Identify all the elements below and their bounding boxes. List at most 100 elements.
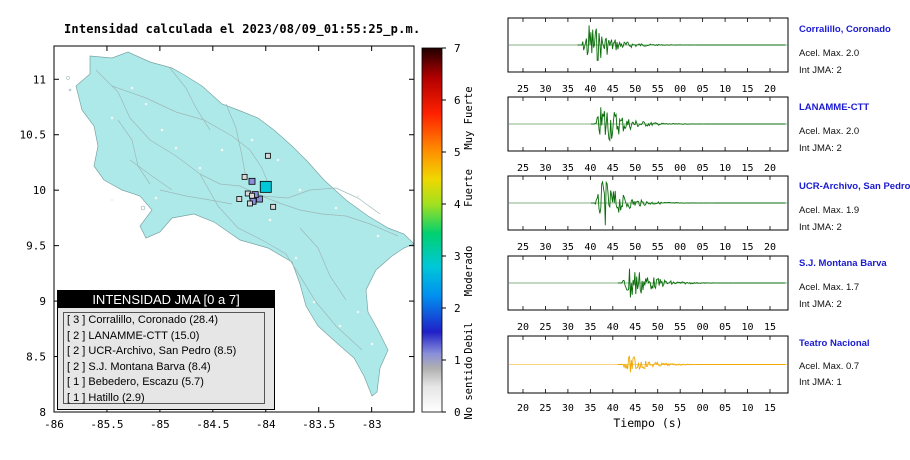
intensity-point [248,177,256,185]
x-tick-label: -85 [150,418,170,431]
map-frame [53,45,415,413]
station-name: LANAMME-CTT [799,102,870,113]
waveform-tick-label: 30 [539,163,551,174]
waveform-tick-label: 35 [562,84,574,95]
waveform-panel: 20 25 30 35 40 45 50 55 00 05 10 15 [507,335,789,414]
colorbar-tick-label: 1 [454,354,461,367]
map-islands [66,76,146,211]
station-jma: Int JMA: 2 [799,143,842,154]
legend-item: [ 1 ] Hatillo (2.9) [67,391,145,404]
colorbar-ticks: 7 6 5 4 3 2 1 0 [442,42,461,419]
waveform-tick-label: 25 [517,163,529,174]
waveform-tick-label: 10 [742,403,754,414]
colorbar-scale [421,47,443,413]
waveform-xlabel: Tiempo (s) [613,416,682,430]
waveform-tick-label: 45 [607,163,619,174]
station-jma: Int JMA: 2 [799,299,842,310]
x-tick-label: -86 [44,418,64,431]
waveform-trace [590,180,786,226]
waveform-tick-label: 05 [697,84,709,95]
colorbar-tick-label: 0 [454,406,461,419]
waveform-tick-label: 45 [607,242,619,253]
legend-item: [ 2 ] UCR-Archivo, San Pedro (8.5) [67,345,237,357]
waveform-tick-label: 20 [764,163,776,174]
waveform-tick-label: 00 [674,242,686,253]
colorbar-categories: Muy Fuerte Fuerte Moderado Debil No sent… [463,86,475,419]
y-tick-label: 10.5 [20,129,47,142]
waveform-tick-label: 00 [697,322,709,333]
waveform-tick-label: 25 [517,242,529,253]
waveform-tick-label: 20 [764,84,776,95]
waveform-tick-label: 35 [562,242,574,253]
waveform-tick-label: 15 [764,403,776,414]
waveform-tick-label: 10 [719,242,731,253]
waveform-tick-label: 25 [539,403,551,414]
station-name: UCR-Archivo, San Pedro [799,181,910,192]
waveform-tick-label: 50 [652,322,664,333]
colorbar-tick-label: 4 [454,198,461,211]
waveform-panel: 25 30 35 40 45 50 55 00 05 10 15 20 [507,175,789,253]
intensity-point [246,200,253,207]
colorbar-tick-label: 7 [454,42,461,55]
y-tick-label: 10 [33,184,46,197]
station-name: Teatro Nacional [799,338,870,349]
colorbar-tick-label: 2 [454,302,461,315]
legend-item: [ 2 ] LANAMME-CTT (15.0) [67,329,200,342]
waveform-panel: 25 30 35 40 45 50 55 00 05 10 15 20 [507,17,789,95]
station-acel: Acel. Max. 2.0 [799,126,860,137]
intensity-legend: INTENSIDAD JMA [0 a 7] [ 3 ] Corralillo,… [57,290,275,410]
waveform-tick-label: 35 [584,322,596,333]
legend-list: [ 3 ] Corralillo, Coronado (28.4) [ 2 ] … [63,312,265,404]
waveform-panel: 20 25 30 35 40 45 50 55 00 05 10 15 [507,255,789,333]
waveform-tick-label: 20 [764,242,776,253]
waveform-tick-label: 05 [697,163,709,174]
waveform-trace [617,268,786,298]
waveform-tick-label: 40 [584,163,596,174]
y-tick-label: 9.5 [26,240,46,253]
colorbar-tick-label: 3 [454,250,461,263]
waveform-trace [590,107,786,142]
map-title: Intensidad calculada el 2023/08/09_01:55… [64,22,421,36]
colorbar-tick-label: 5 [454,146,461,159]
waveform-tick-label: 40 [607,322,619,333]
waveform-tick-label: 35 [562,163,574,174]
waveform-trace [577,25,786,62]
station-acel: Acel. Max. 1.9 [799,205,860,216]
waveform-tick-label: 55 [652,84,664,95]
waveform-tick-label: 05 [719,403,731,414]
waveform-tick-label: 30 [562,403,574,414]
station-acel: Acel. Max. 0.7 [799,361,860,372]
waveform-panel: 25 30 35 40 45 50 55 00 05 10 15 20 [507,96,789,174]
station-name: Corralillo, Coronado [799,24,891,35]
station-acel: Acel. Max. 2.0 [799,48,860,59]
waveform-tick-label: 50 [652,403,664,414]
x-tick-label: -83 [362,418,382,431]
waveform-tick-label: 30 [539,84,551,95]
cat-muy-fuerte: Muy Fuerte [463,86,475,149]
waveform-tick-label: 45 [629,403,641,414]
waveform-tick-label: 15 [764,322,776,333]
cat-fuerte: Fuerte [463,169,475,207]
legend-item: [ 2 ] S.J. Montana Barva (8.4) [67,360,211,373]
x-tick-label: -85.5 [90,418,123,431]
waveform-tick-label: 45 [607,84,619,95]
waveform-panels: 25 30 35 40 45 50 55 00 05 10 15 20 25 30 35 40 45 50 55 00… [507,17,789,430]
waveform-tick-label: 50 [629,163,641,174]
intensity-point [270,203,277,210]
y-tick-label: 8.5 [26,351,46,364]
cat-no-sentido: No sentido [463,356,475,419]
waveform-tick-label: 45 [629,322,641,333]
waveform-tick-label: 15 [742,163,754,174]
station-jma: Int JMA: 1 [799,377,842,388]
intensity-point [236,196,243,202]
waveform-tick-label: 10 [742,322,754,333]
waveform-tick-label: 30 [562,322,574,333]
intensity-colorbar: 7 6 5 4 3 2 1 0 Muy Fuerte Fuerte Moderado Debi… [421,42,475,420]
waveform-tick-label: 00 [674,84,686,95]
x-tick-label: -84.5 [196,418,229,431]
waveform-tick-label: 40 [584,84,596,95]
waveform-tick-label: 50 [629,84,641,95]
station-jma: Int JMA: 2 [799,65,842,76]
costa-rica-land [75,51,415,397]
intensity-points [236,152,277,210]
